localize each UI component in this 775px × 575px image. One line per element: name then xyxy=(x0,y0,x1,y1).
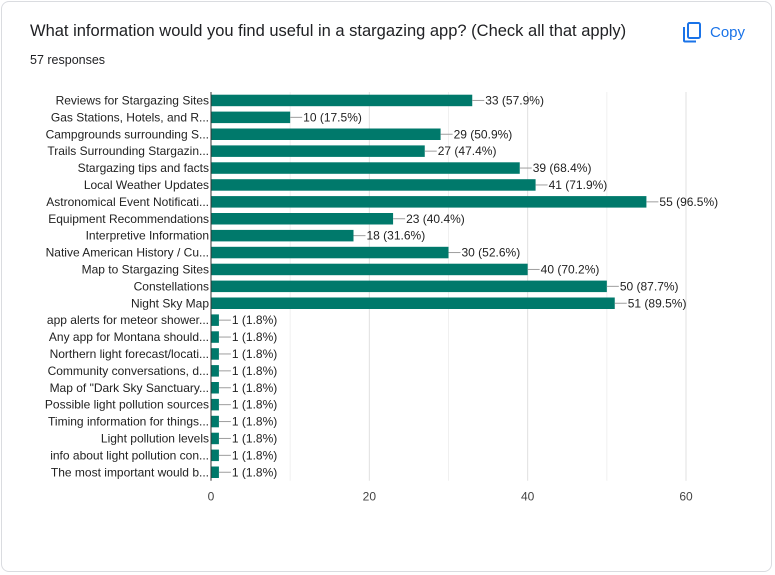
bar xyxy=(211,415,219,428)
bar xyxy=(211,179,536,191)
data-label: 30 (52.6%) xyxy=(462,246,521,260)
data-label: 1 (1.8%) xyxy=(232,364,277,378)
category-label: Equipment Recommendations xyxy=(48,212,209,226)
bar xyxy=(211,466,219,478)
data-label: 33 (57.9%) xyxy=(485,93,544,107)
category-label: Light pollution levels xyxy=(101,431,209,445)
category-label: Possible light pollution sources xyxy=(45,398,209,412)
category-label: Local Weather Updates xyxy=(84,178,209,192)
category-label: Constellations xyxy=(134,279,209,293)
bar xyxy=(211,297,615,309)
category-label: Community conversations, d... xyxy=(48,364,209,378)
data-label: 1 (1.8%) xyxy=(232,448,277,462)
category-label: Map to Stargazing Sites xyxy=(82,262,209,276)
data-label: 27 (47.4%) xyxy=(438,144,497,158)
bar xyxy=(211,145,425,157)
bar xyxy=(211,280,607,293)
category-label: Astronomical Event Notificati... xyxy=(46,195,209,209)
bar xyxy=(211,196,647,208)
category-label: Northern light forecast/locati... xyxy=(50,347,209,361)
category-label: Native American History / Cu... xyxy=(46,246,209,260)
category-label: app alerts for meteor shower... xyxy=(47,313,209,327)
data-label: 1 (1.8%) xyxy=(232,330,277,344)
bar xyxy=(211,229,354,242)
x-tick-label: 60 xyxy=(679,490,693,504)
bar xyxy=(211,128,441,140)
data-label: 29 (50.9%) xyxy=(454,127,513,141)
category-label: Reviews for Stargazing Sites xyxy=(56,93,209,107)
data-label: 1 (1.8%) xyxy=(232,415,277,429)
category-label: Trails Surrounding Stargazin... xyxy=(47,144,209,158)
question-title: What information would you find useful i… xyxy=(30,22,627,40)
data-label: 1 (1.8%) xyxy=(232,398,277,412)
x-tick-label: 0 xyxy=(208,490,215,504)
bar xyxy=(211,331,219,343)
bar xyxy=(211,432,219,445)
bar xyxy=(211,348,219,360)
bar xyxy=(211,263,528,276)
data-label: 1 (1.8%) xyxy=(232,431,277,445)
bar xyxy=(211,213,394,225)
data-label: 41 (71.9%) xyxy=(549,178,608,192)
bar xyxy=(211,382,219,394)
data-label: 1 (1.8%) xyxy=(232,313,277,327)
category-label: Map of "Dark Sky Sanctuary... xyxy=(50,381,209,395)
data-label: 1 (1.8%) xyxy=(232,465,277,479)
bar xyxy=(211,111,291,124)
category-label: info about light pollution con... xyxy=(50,448,209,462)
bar xyxy=(211,365,219,377)
category-label: Gas Stations, Hotels, and R... xyxy=(51,110,209,124)
bar xyxy=(211,162,520,174)
bar xyxy=(211,94,473,107)
copy-label: Copy xyxy=(710,23,746,41)
category-label: Timing information for things... xyxy=(48,415,209,429)
bar xyxy=(211,449,219,462)
data-label: 51 (89.5%) xyxy=(628,296,687,310)
data-label: 55 (96.5%) xyxy=(659,195,718,209)
data-label: 1 (1.8%) xyxy=(232,381,277,395)
x-tick-label: 20 xyxy=(363,490,377,504)
data-label: 50 (87.7%) xyxy=(620,279,679,293)
bar xyxy=(211,246,449,259)
category-label: The most important would b... xyxy=(51,465,209,479)
category-label: Campgrounds surrounding S... xyxy=(46,127,209,141)
x-tick-label: 40 xyxy=(521,490,535,504)
category-label: Any app for Montana should... xyxy=(49,330,209,344)
data-label: 1 (1.8%) xyxy=(232,347,277,361)
copy-icon xyxy=(683,22,701,43)
data-label: 18 (31.6%) xyxy=(367,229,426,243)
category-label: Stargazing tips and facts xyxy=(78,161,209,175)
data-label: 23 (40.4%) xyxy=(406,212,465,226)
data-label: 40 (70.2%) xyxy=(541,262,600,276)
bar xyxy=(211,398,219,411)
response-count: 57 responses xyxy=(30,53,106,67)
category-label: Interpretive Information xyxy=(86,229,209,243)
bar xyxy=(211,314,219,326)
data-label: 39 (68.4%) xyxy=(533,161,592,175)
copy-button[interactable]: Copy xyxy=(674,16,753,48)
data-label: 10 (17.5%) xyxy=(303,110,362,124)
category-label: Night Sky Map xyxy=(131,296,209,310)
